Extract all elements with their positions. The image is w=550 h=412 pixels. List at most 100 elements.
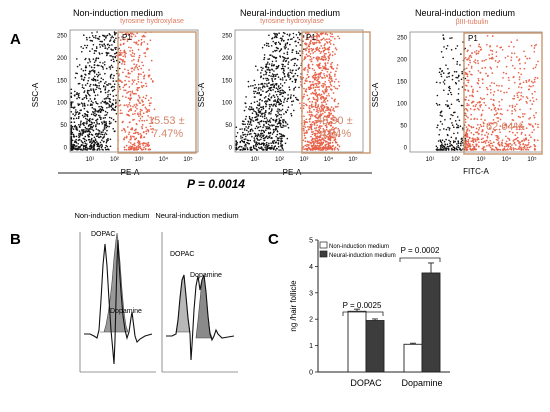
event-dot-positive xyxy=(501,142,503,145)
event-dot-positive xyxy=(332,114,334,117)
event-dot xyxy=(279,98,281,101)
event-dot xyxy=(75,145,77,147)
event-dot xyxy=(245,143,247,146)
event-dot xyxy=(100,102,102,104)
event-dot xyxy=(91,78,93,81)
event-dot xyxy=(291,104,293,106)
event-dot xyxy=(104,88,107,90)
event-dot xyxy=(271,55,274,57)
event-dot xyxy=(453,132,455,135)
event-dot-positive xyxy=(306,69,309,71)
event-dot-positive xyxy=(299,107,302,109)
event-dot-positive xyxy=(308,144,310,146)
event-dot-positive xyxy=(135,65,137,68)
event-dot xyxy=(91,106,94,109)
event-dot xyxy=(287,127,290,129)
event-dot-positive xyxy=(520,86,523,89)
event-dot-positive xyxy=(532,126,534,128)
event-dot xyxy=(95,80,97,82)
event-dot xyxy=(447,134,449,137)
event-dot-positive xyxy=(303,104,305,107)
event-dot xyxy=(271,37,274,39)
event-dot-positive xyxy=(517,96,519,99)
event-dot-positive xyxy=(314,86,317,89)
event-dot-positive xyxy=(313,69,316,72)
event-dot-positive xyxy=(133,41,136,44)
event-dot xyxy=(101,123,104,125)
event-dot xyxy=(257,146,260,149)
event-dot xyxy=(283,57,286,59)
event-dot xyxy=(298,67,301,69)
event-dot-positive xyxy=(303,115,305,118)
event-dot-positive xyxy=(134,148,137,151)
event-dot xyxy=(268,34,270,37)
event-dot xyxy=(274,100,277,102)
event-dot xyxy=(270,113,272,115)
event-dot-positive xyxy=(493,82,496,85)
event-dot-positive xyxy=(334,138,337,141)
event-dot-positive xyxy=(535,43,538,46)
event-dot-positive xyxy=(480,125,483,128)
event-dot xyxy=(258,107,261,110)
event-dot-positive xyxy=(485,86,488,89)
event-dot-positive xyxy=(303,69,306,71)
event-dot xyxy=(77,94,80,97)
event-dot-positive xyxy=(470,113,473,116)
event-dot-positive xyxy=(535,112,537,114)
event-dot-positive xyxy=(312,83,315,86)
event-dot-positive xyxy=(529,124,531,126)
event-dot xyxy=(275,60,278,62)
event-dot xyxy=(81,114,84,117)
event-dot-positive xyxy=(135,41,138,44)
event-dot-positive xyxy=(303,148,305,151)
event-dot xyxy=(275,135,278,138)
event-dot-positive xyxy=(128,86,131,88)
event-dot-positive xyxy=(468,57,470,59)
event-dot-positive xyxy=(320,114,323,116)
event-dot xyxy=(449,91,452,94)
event-dot-positive xyxy=(142,142,145,144)
event-dot xyxy=(263,134,265,136)
event-dot-positive xyxy=(313,92,316,95)
event-dot-positive xyxy=(153,108,156,111)
event-dot xyxy=(452,57,455,60)
event-dot-positive xyxy=(321,90,324,92)
event-dot xyxy=(291,58,294,61)
event-dot-positive xyxy=(489,146,492,149)
event-dot xyxy=(246,129,248,132)
event-dot-positive xyxy=(318,72,320,75)
event-dot-positive xyxy=(303,125,305,128)
event-dot xyxy=(264,70,267,72)
event-dot xyxy=(83,131,85,134)
event-dot xyxy=(273,130,275,133)
event-dot xyxy=(268,147,271,149)
event-dot xyxy=(460,78,463,81)
event-dot-positive xyxy=(518,148,520,150)
event-dot-positive xyxy=(489,122,492,125)
event-dot-positive xyxy=(522,113,524,115)
event-dot xyxy=(88,65,91,67)
event-dot-positive xyxy=(150,128,152,130)
event-dot xyxy=(449,37,451,39)
event-dot xyxy=(84,135,87,138)
event-dot-positive xyxy=(477,107,479,110)
event-dot-positive xyxy=(483,59,485,62)
event-dot-positive xyxy=(488,144,491,146)
event-dot xyxy=(106,34,109,37)
event-dot-positive xyxy=(513,139,515,141)
event-dot-positive xyxy=(142,34,145,37)
event-dot-positive xyxy=(335,127,337,129)
event-dot xyxy=(244,118,247,120)
event-dot xyxy=(253,101,256,103)
event-dot xyxy=(92,69,94,71)
event-dot xyxy=(75,109,77,111)
event-dot-positive xyxy=(533,50,536,53)
event-dot-positive xyxy=(525,144,528,147)
event-dot xyxy=(80,120,82,122)
event-dot-positive xyxy=(494,146,497,149)
event-dot-positive xyxy=(532,84,534,87)
event-dot xyxy=(104,91,107,94)
event-dot xyxy=(73,121,76,123)
event-dot-positive xyxy=(304,140,307,143)
event-dot xyxy=(265,122,268,124)
